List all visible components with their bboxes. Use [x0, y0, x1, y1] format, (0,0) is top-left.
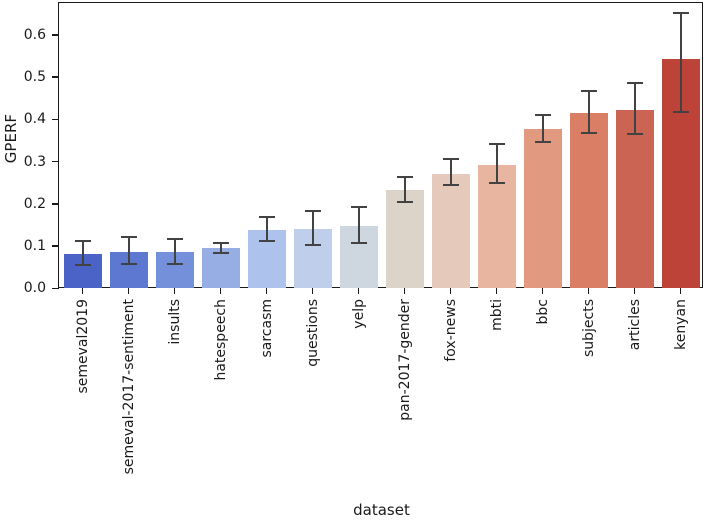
x-tick-label-semeval-2017-sentiment: semeval-2017-sentiment	[120, 299, 137, 475]
x-tick	[265, 288, 268, 295]
y-tick-label: 0.3	[23, 153, 46, 170]
x-tick	[81, 288, 84, 295]
error-bar-cap-bottom	[580, 132, 597, 135]
error-bar-cap-top	[396, 176, 413, 179]
bar-fox-news	[431, 173, 470, 289]
x-tick-label-fox-news: fox-news	[442, 299, 459, 362]
y-tick	[52, 160, 59, 163]
y-tick	[52, 34, 59, 36]
y-tick-label: 0.1	[23, 238, 46, 255]
error-bar-cap-top	[488, 142, 505, 145]
x-tick-label-mbti: mbti	[488, 299, 505, 332]
error-bar-line	[357, 206, 360, 243]
error-bar-line	[587, 90, 590, 134]
bar-pan-2017-gender	[385, 189, 424, 289]
x-tick	[219, 288, 222, 295]
error-bar-cap-bottom	[166, 262, 183, 265]
y-tick	[52, 118, 59, 121]
y-axis-label: GPERF	[2, 114, 20, 164]
error-bar-cap-bottom	[350, 241, 367, 244]
error-bar-cap-top	[74, 240, 91, 243]
bar-mbti	[477, 164, 516, 289]
error-bar-line	[173, 238, 176, 264]
error-bar-cap-top	[672, 12, 689, 15]
error-bar-cap-bottom	[442, 184, 459, 187]
y-tick-label: 0.2	[23, 195, 46, 212]
x-tick-label-kenyan: kenyan	[672, 299, 689, 351]
x-tick-label-bbc: bbc	[534, 299, 551, 325]
x-tick	[311, 288, 314, 295]
error-bar-line	[127, 236, 130, 264]
y-tick-label: 0.5	[23, 69, 46, 86]
y-tick-label: 0.4	[23, 111, 46, 128]
error-bar-line	[265, 216, 268, 241]
error-bar-line	[633, 82, 636, 134]
x-tick	[357, 288, 360, 295]
error-bar-cap-bottom	[396, 200, 413, 203]
error-bar-line	[81, 241, 84, 266]
x-tick	[587, 288, 590, 295]
error-bar-cap-bottom	[212, 252, 229, 255]
bar-subjects	[569, 113, 608, 289]
error-bar-cap-top	[120, 235, 137, 238]
x-tick	[173, 288, 176, 295]
error-bar-cap-bottom	[258, 239, 275, 242]
error-bar-cap-bottom	[672, 110, 689, 113]
x-axis-label: dataset	[353, 501, 410, 519]
error-bar-line	[541, 114, 544, 142]
x-tick	[127, 288, 130, 295]
error-bar-cap-top	[258, 215, 275, 218]
x-tick-label-questions: questions	[304, 299, 321, 368]
error-bar-cap-top	[212, 241, 229, 244]
x-tick	[679, 288, 682, 295]
x-tick-label-pan-2017-gender: pan-2017-gender	[396, 299, 413, 421]
bar-hatespeech	[201, 248, 240, 289]
y-tick-label: 0.0	[23, 280, 46, 297]
error-bar-cap-bottom	[304, 243, 321, 246]
x-tick	[449, 288, 452, 295]
error-bar-cap-top	[626, 81, 643, 84]
x-tick-label-hatespeech: hatespeech	[212, 299, 229, 381]
error-bar-cap-top	[304, 210, 321, 213]
bar-bbc	[523, 129, 562, 289]
error-bar-cap-top	[534, 113, 551, 116]
bar-articles	[615, 110, 654, 289]
error-bar-line	[495, 143, 498, 183]
error-bar-line	[403, 177, 406, 202]
error-bar-line	[449, 159, 452, 186]
plot-area: semeval2019 semeval-2017-sentiment insults…	[24, 3, 704, 475]
error-bar-cap-top	[442, 158, 459, 161]
x-tick	[633, 288, 636, 295]
x-tick-label-articles: articles	[626, 299, 643, 351]
x-tick	[541, 288, 544, 295]
y-tick	[52, 287, 59, 290]
x-tick	[495, 288, 498, 295]
error-bar-cap-bottom	[488, 181, 505, 184]
x-tick-label-yelp: yelp	[350, 299, 367, 329]
error-bar-cap-top	[350, 205, 367, 208]
error-bar-cap-top	[580, 89, 597, 92]
error-bar-line	[219, 242, 222, 254]
x-tick-label-semeval2019: semeval2019	[74, 299, 91, 394]
y-tick-label: 0.6	[23, 27, 46, 44]
x-tick	[403, 288, 406, 295]
error-bar-cap-bottom	[534, 140, 551, 143]
error-bar-cap-bottom	[120, 262, 137, 265]
x-tick-label-sarcasm: sarcasm	[258, 299, 275, 358]
error-bar-line	[679, 13, 682, 112]
y-tick	[52, 245, 59, 247]
y-tick	[52, 203, 59, 205]
error-bar-cap-bottom	[74, 264, 91, 267]
error-bar-line	[311, 211, 314, 245]
x-tick-label-subjects: subjects	[580, 299, 597, 358]
y-tick	[52, 76, 59, 79]
error-bar-cap-bottom	[626, 132, 643, 135]
error-bar-cap-top	[166, 237, 183, 240]
x-tick-label-insults: insults	[166, 299, 183, 345]
